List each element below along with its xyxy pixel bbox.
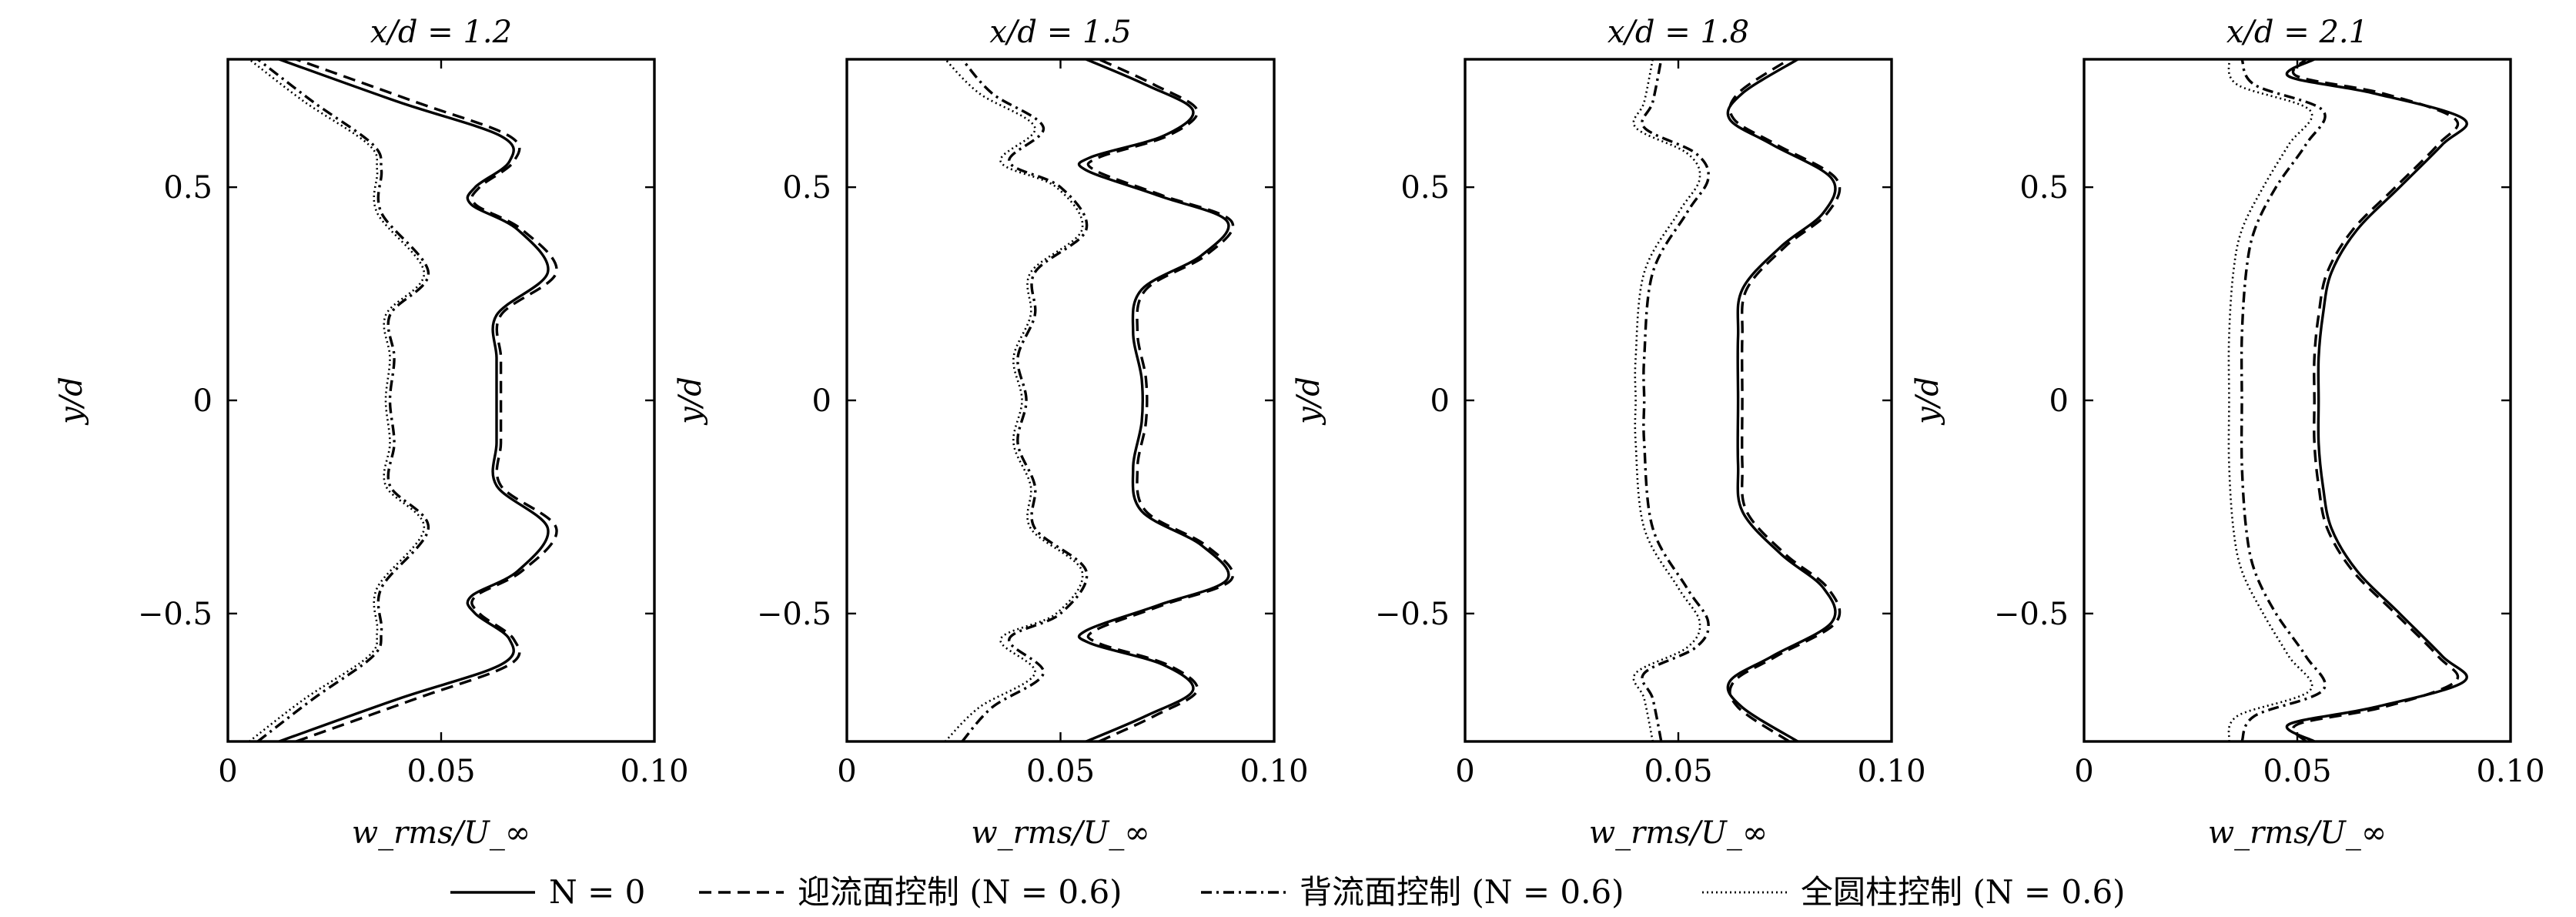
series-line-dashed	[1086, 59, 1235, 741]
legend-item: N = 0	[450, 873, 645, 911]
legend: N = 0 迎流面控制 (N = 0.6) 背流面控制 (N = 0.6) 全圆柱控制…	[450, 873, 2126, 911]
x-tick-label: 0.05	[2263, 754, 2331, 789]
axes-frame	[2083, 58, 2512, 743]
series-line-solid	[1726, 59, 1837, 741]
x-tick-label: 0.10	[2476, 754, 2544, 789]
series-line-dashed	[2291, 59, 2460, 741]
legend-item: 背流面控制 (N = 0.6)	[1201, 873, 1624, 911]
x-axis-label: w_rms/U_∞	[1589, 815, 1768, 851]
series-line-dashdot	[961, 59, 1089, 741]
y-tick-label: 0	[193, 383, 212, 419]
plot-area	[944, 59, 1235, 741]
x-tick-label: 0.10	[1857, 754, 1925, 789]
x-tick-label: 0	[1455, 754, 1474, 789]
axes-frame	[845, 58, 1276, 743]
series-line-dotted	[248, 59, 426, 741]
chart-panel-1: 0 0.05 0.10 −0.5 0 0.5 x/d = 1.2 w_rms/U_∞ y/d	[54, 15, 689, 851]
plot-area	[248, 59, 558, 741]
x-tick-label: 0.05	[406, 754, 475, 789]
y-tick-label: −0.5	[757, 597, 831, 632]
chart-title: x/d = 1.8	[1607, 15, 1749, 50]
x-tick-label: 0.10	[620, 754, 688, 789]
legend-label: 背流面控制 (N = 0.6)	[1300, 873, 1624, 911]
legend-item: 全圆柱控制 (N = 0.6)	[1702, 873, 2126, 911]
y-tick-label: 0.5	[163, 170, 212, 206]
chart-panel-3: 0 0.05 0.10 −0.5 0 0.5 x/d = 1.8 w_rms/U_∞ y/d	[1291, 15, 1926, 851]
legend-item: 迎流面控制 (N = 0.6)	[699, 873, 1122, 911]
y-tick-label: 0	[2049, 383, 2069, 419]
axes-frame	[226, 58, 656, 743]
legend-label: 全圆柱控制 (N = 0.6)	[1801, 873, 2126, 911]
y-tick-label: 0.5	[782, 170, 831, 206]
x-tick-label: 0.10	[1239, 754, 1308, 789]
series-line-dashdot	[2240, 59, 2327, 741]
series-line-dashed	[1728, 59, 1842, 741]
plot-area	[2227, 59, 2468, 741]
y-tick-label: −0.5	[138, 597, 212, 632]
y-tick-label: 0	[1430, 383, 1450, 419]
x-axis-label: w_rms/U_∞	[971, 815, 1149, 851]
series-line-solid	[2285, 59, 2468, 741]
series-line-solid	[278, 59, 550, 741]
y-tick-label: −0.5	[1375, 597, 1450, 632]
x-tick-label: 0	[837, 754, 856, 789]
y-axis-label: y/d	[1291, 377, 1326, 426]
series-line-dotted	[944, 59, 1084, 741]
y-axis-label: y/d	[1910, 377, 1945, 426]
x-axis-label: w_rms/U_∞	[352, 815, 530, 851]
chart-title: x/d = 1.5	[989, 15, 1131, 50]
x-tick-label: 0.05	[1026, 754, 1095, 789]
y-tick-label: 0.5	[1400, 170, 1450, 206]
series-line-dashdot	[1641, 59, 1710, 741]
y-tick-label: 0	[812, 383, 831, 419]
x-axis-label: w_rms/U_∞	[2208, 815, 2387, 851]
x-tick-label: 0	[218, 754, 237, 789]
y-axis-label: y/d	[673, 377, 708, 426]
axes-frame	[1464, 58, 1893, 743]
y-tick-label: −0.5	[1994, 597, 2069, 632]
x-tick-label: 0.05	[1644, 754, 1712, 789]
chart-panel-4: 0 0.05 0.10 −0.5 0 0.5 x/d = 2.1 w_rms/U_∞ y/d	[1910, 15, 2545, 851]
chart-panel-2: 0 0.05 0.10 −0.5 0 0.5 x/d = 1.5 w_rms/U_∞ y/d	[673, 15, 1309, 851]
series-line-dotted	[1632, 59, 1701, 741]
chart-title: x/d = 1.2	[370, 15, 512, 50]
y-axis-label: y/d	[54, 377, 89, 426]
y-tick-label: 0.5	[2019, 170, 2069, 206]
series-line-solid	[1077, 59, 1230, 741]
series-line-dashed	[296, 59, 558, 741]
chart-title: x/d = 2.1	[2226, 15, 2368, 50]
x-tick-label: 0	[2074, 754, 2093, 789]
series-line-dashdot	[256, 59, 430, 741]
legend-label: 迎流面控制 (N = 0.6)	[798, 873, 1122, 911]
series-line-dotted	[2227, 59, 2313, 741]
plot-area	[1632, 59, 1842, 741]
legend-label: N = 0	[549, 873, 645, 911]
